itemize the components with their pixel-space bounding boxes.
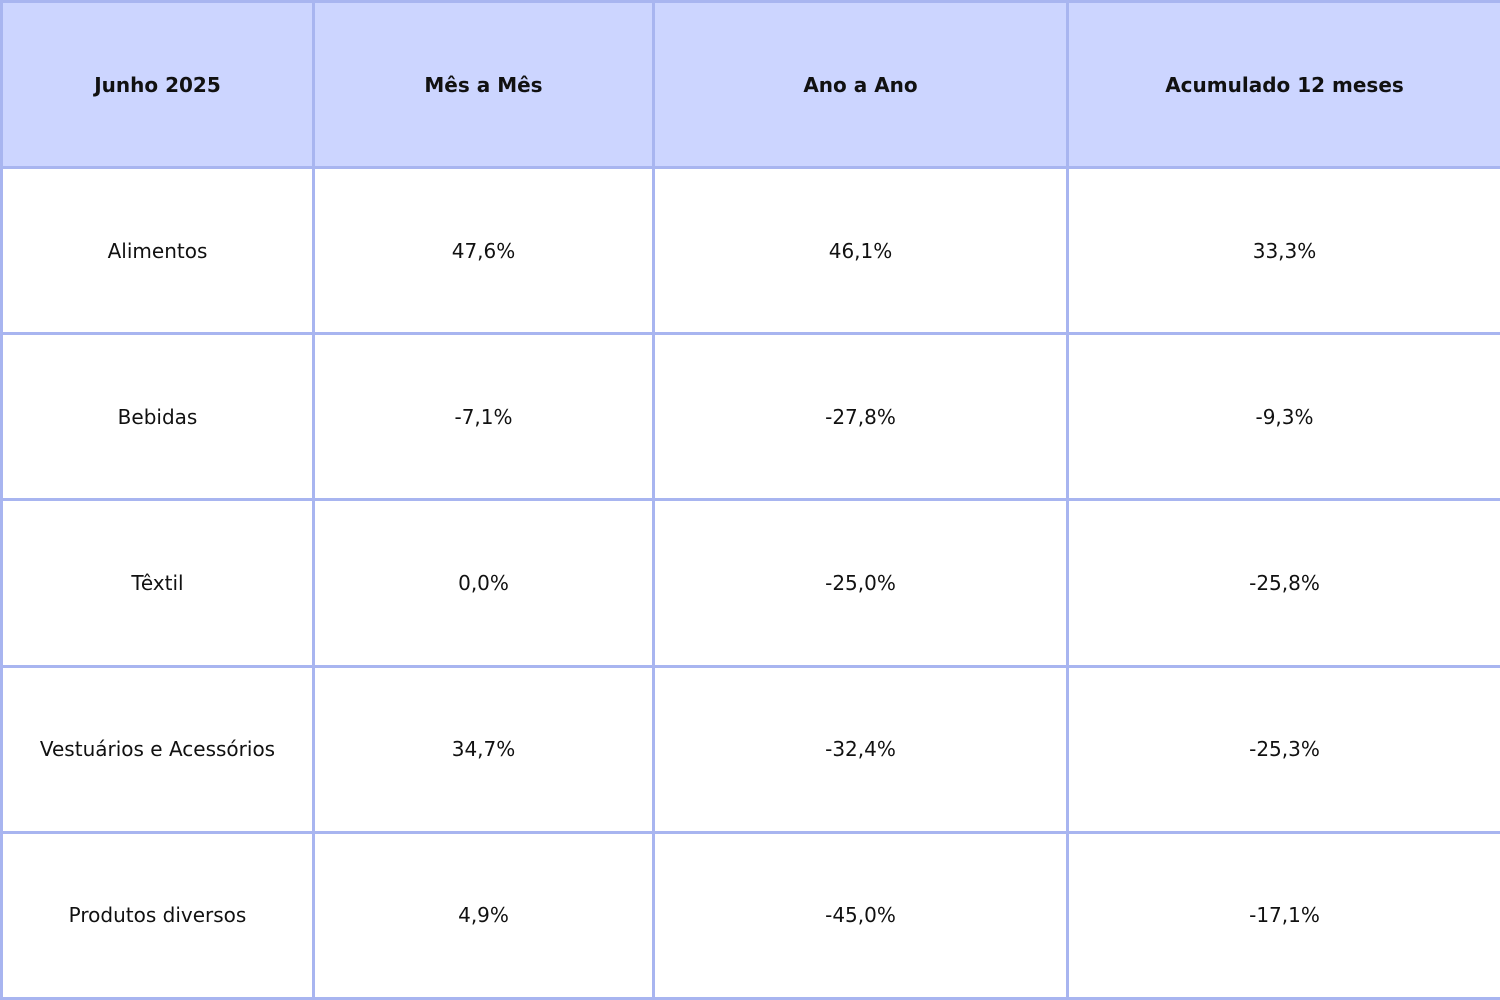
cell-year-over-year: -25,0% — [652, 498, 1069, 668]
header-period: Junho 2025 — [0, 0, 315, 169]
cell-month-over-month: 4,9% — [312, 830, 655, 1000]
row-label: Bebidas — [0, 332, 315, 502]
cell-year-over-year: -32,4% — [652, 664, 1069, 834]
cell-month-over-month: 0,0% — [312, 498, 655, 668]
cell-accumulated-12-months: -25,3% — [1066, 664, 1500, 834]
table-row: Produtos diversos 4,9% -45,0% -17,1% — [0, 830, 1500, 1000]
cell-month-over-month: -7,1% — [312, 332, 655, 502]
table-row: Vestuários e Acessórios 34,7% -32,4% -25… — [0, 664, 1500, 834]
table-header: Junho 2025 Mês a Mês Ano a Ano Acumulado… — [0, 0, 1500, 169]
row-label: Produtos diversos — [0, 830, 315, 1000]
cell-month-over-month: 47,6% — [312, 165, 655, 336]
table-row: Têxtil 0,0% -25,0% -25,8% — [0, 498, 1500, 668]
cell-year-over-year: -45,0% — [652, 830, 1069, 1000]
header-accumulated-12-months: Acumulado 12 meses — [1066, 0, 1500, 169]
row-label: Vestuários e Acessórios — [0, 664, 315, 834]
table-body: Alimentos 47,6% 46,1% 33,3% Bebidas -7,1… — [0, 165, 1500, 1000]
header-month-over-month: Mês a Mês — [312, 0, 655, 169]
header-year-over-year: Ano a Ano — [652, 0, 1069, 169]
row-label: Têxtil — [0, 498, 315, 668]
cell-year-over-year: -27,8% — [652, 332, 1069, 502]
header-row: Junho 2025 Mês a Mês Ano a Ano Acumulado… — [0, 0, 1500, 169]
table-row: Alimentos 47,6% 46,1% 33,3% — [0, 165, 1500, 336]
cell-accumulated-12-months: -17,1% — [1066, 830, 1500, 1000]
row-label: Alimentos — [0, 165, 315, 336]
cell-accumulated-12-months: 33,3% — [1066, 165, 1500, 336]
cell-year-over-year: 46,1% — [652, 165, 1069, 336]
cell-accumulated-12-months: -9,3% — [1066, 332, 1500, 502]
cell-month-over-month: 34,7% — [312, 664, 655, 834]
cell-accumulated-12-months: -25,8% — [1066, 498, 1500, 668]
table-row: Bebidas -7,1% -27,8% -9,3% — [0, 332, 1500, 502]
